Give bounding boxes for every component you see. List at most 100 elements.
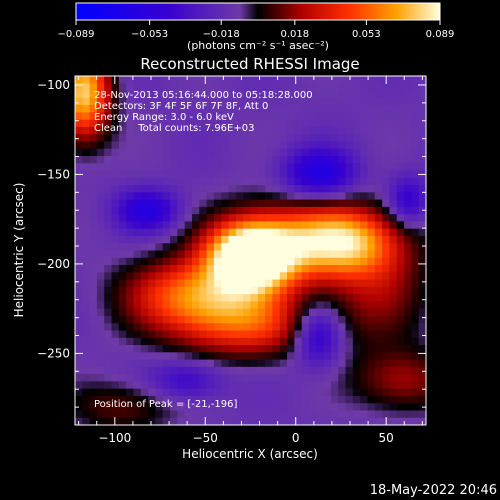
heatmap-cell bbox=[235, 177, 244, 186]
heatmap-cell bbox=[396, 76, 405, 84]
heatmap-cell bbox=[118, 374, 127, 382]
heatmap-cell bbox=[330, 214, 339, 223]
heatmap-cell bbox=[345, 105, 354, 113]
heatmap-cell bbox=[330, 352, 339, 361]
colorbar-tick-label: −0.089 bbox=[57, 29, 94, 40]
heatmap-cell bbox=[89, 257, 98, 266]
heatmap-cell bbox=[301, 155, 310, 164]
heatmap-cell bbox=[192, 126, 200, 135]
heatmap-cell bbox=[338, 410, 347, 419]
heatmap-cell bbox=[360, 185, 369, 193]
heatmap-cell bbox=[309, 243, 317, 252]
heatmap-cell bbox=[221, 301, 230, 310]
heatmap-cell bbox=[213, 163, 222, 172]
heatmap-cell bbox=[111, 417, 120, 425]
heatmap-cell bbox=[374, 345, 383, 353]
heatmap-cell bbox=[250, 403, 259, 412]
heatmap-cell bbox=[82, 308, 91, 317]
heatmap-cell bbox=[104, 323, 113, 332]
heatmap-cell bbox=[82, 97, 91, 106]
heatmap-cell bbox=[192, 272, 200, 281]
heatmap-cell bbox=[75, 279, 83, 288]
heatmap-cell bbox=[82, 395, 91, 404]
heatmap-cell bbox=[250, 265, 259, 273]
heatmap-cell bbox=[272, 286, 281, 295]
heatmap-cell bbox=[133, 90, 142, 99]
heatmap-cell bbox=[228, 265, 237, 273]
heatmap-cell bbox=[404, 134, 412, 143]
heatmap-cell bbox=[75, 395, 83, 404]
heatmap-cell bbox=[389, 185, 398, 193]
heatmap-cell bbox=[140, 294, 149, 302]
heatmap-cell bbox=[374, 323, 383, 332]
heatmap-cell bbox=[213, 76, 222, 84]
heatmap-cell bbox=[272, 199, 281, 208]
heatmap-cell bbox=[243, 155, 252, 164]
heatmap-cell bbox=[199, 235, 208, 244]
heatmap-cell bbox=[287, 192, 295, 201]
heatmap-cell bbox=[279, 170, 288, 179]
heatmap-cell bbox=[199, 185, 208, 193]
heatmap-cell bbox=[133, 112, 142, 121]
heatmap-cell bbox=[155, 221, 164, 230]
heatmap-cell bbox=[287, 83, 295, 92]
heatmap-cell bbox=[309, 228, 317, 237]
heatmap-cell bbox=[330, 105, 339, 113]
heatmap-cell bbox=[287, 177, 295, 186]
heatmap-cell bbox=[352, 83, 361, 92]
heatmap-cell bbox=[279, 90, 288, 99]
heatmap-cell bbox=[309, 185, 317, 193]
heatmap-cell bbox=[294, 119, 303, 128]
heatmap-cell bbox=[360, 228, 369, 237]
heatmap-cell bbox=[250, 381, 259, 390]
heatmap-cell bbox=[287, 417, 295, 425]
heatmap-cell bbox=[199, 214, 208, 223]
heatmap-cell bbox=[221, 330, 230, 339]
heatmap-cell bbox=[382, 352, 391, 361]
heatmap-cell bbox=[272, 315, 281, 324]
heatmap-cell bbox=[89, 235, 98, 244]
heatmap-cell bbox=[294, 395, 303, 404]
heatmap-cell bbox=[316, 272, 325, 281]
heatmap-cell bbox=[82, 90, 91, 99]
heatmap-cell bbox=[133, 257, 142, 266]
heatmap-cell bbox=[96, 286, 105, 295]
heatmap-cell bbox=[404, 301, 412, 310]
heatmap-cell bbox=[279, 366, 288, 375]
heatmap-cell bbox=[287, 374, 295, 382]
heatmap-cell bbox=[389, 83, 398, 92]
heatmap-cell bbox=[162, 345, 171, 353]
heatmap-cell bbox=[243, 119, 252, 128]
heatmap-cell bbox=[133, 330, 142, 339]
heatmap-cell bbox=[396, 192, 405, 201]
heatmap-cell bbox=[184, 308, 193, 317]
heatmap-cell bbox=[294, 250, 303, 259]
heatmap-cell bbox=[360, 366, 369, 375]
heatmap-cell bbox=[294, 141, 303, 150]
heatmap-cell bbox=[118, 148, 127, 157]
heatmap-cell bbox=[213, 403, 222, 412]
heatmap-cell bbox=[111, 279, 120, 288]
heatmap-cell bbox=[360, 374, 369, 382]
axis-ticks: −100 −50 0 50−100−150−200−250 bbox=[37, 76, 426, 445]
heatmap-cell bbox=[279, 148, 288, 157]
heatmap-cell bbox=[228, 126, 237, 135]
heatmap-cell bbox=[206, 352, 215, 361]
heatmap-cell bbox=[177, 257, 186, 266]
heatmap-cell bbox=[140, 90, 149, 99]
heatmap-cell bbox=[162, 301, 171, 310]
heatmap-cell bbox=[82, 112, 91, 121]
heatmap-cell bbox=[330, 170, 339, 179]
heatmap-cell bbox=[140, 257, 149, 266]
heatmap-cell bbox=[162, 206, 171, 215]
heatmap-cell bbox=[192, 148, 200, 157]
heatmap-cell bbox=[177, 192, 186, 201]
heatmap-cell bbox=[265, 410, 274, 419]
heatmap-cell bbox=[199, 330, 208, 339]
heatmap-cell bbox=[221, 228, 230, 237]
heatmap-cell bbox=[140, 76, 149, 84]
heatmap-cell bbox=[250, 163, 259, 172]
heatmap-cell bbox=[170, 199, 178, 208]
heatmap-cell bbox=[228, 105, 237, 113]
heatmap-cell bbox=[75, 206, 83, 215]
